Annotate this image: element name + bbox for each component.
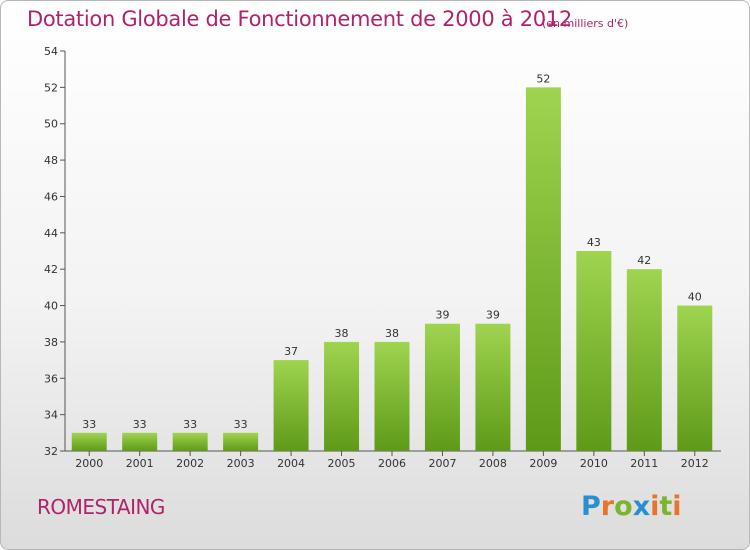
- bar: [273, 360, 309, 451]
- bar: [71, 432, 107, 451]
- x-tick-label: 2007: [428, 457, 456, 470]
- bar: [374, 341, 410, 451]
- bar: [576, 251, 612, 451]
- y-tick-label: 52: [44, 81, 58, 94]
- x-tick-label: 2010: [580, 457, 608, 470]
- x-tick-label: 2012: [681, 457, 709, 470]
- x-tick-label: 2001: [126, 457, 154, 470]
- x-tick-label: 2004: [277, 457, 305, 470]
- bar: [525, 87, 561, 451]
- y-tick-label: 38: [44, 336, 58, 349]
- bar: [475, 323, 511, 451]
- bar: [172, 432, 208, 451]
- data-label: 38: [385, 327, 399, 340]
- y-tick-label: 44: [44, 227, 58, 240]
- y-tick-label: 48: [44, 154, 58, 167]
- commune-name: ROMESTAING: [37, 495, 165, 519]
- data-label: 52: [536, 72, 550, 85]
- data-label: 33: [133, 418, 147, 431]
- bar: [424, 323, 460, 451]
- y-tick-label: 40: [44, 300, 58, 313]
- logo-letter: P: [581, 491, 601, 522]
- y-tick-label: 50: [44, 118, 58, 131]
- data-label: 43: [587, 236, 601, 249]
- data-label: 33: [234, 418, 248, 431]
- x-tick-label: 2003: [227, 457, 255, 470]
- logo-letter: t: [659, 491, 673, 522]
- chart-subtitle: (en milliers d'€): [542, 17, 629, 30]
- y-tick-label: 42: [44, 263, 58, 276]
- logo-letter: x: [632, 491, 651, 522]
- y-tick-label: 46: [44, 190, 58, 203]
- data-label: 40: [688, 291, 702, 304]
- x-tick-label: 2008: [479, 457, 507, 470]
- x-tick-label: 2009: [529, 457, 557, 470]
- bar: [677, 305, 713, 451]
- x-tick-label: 2011: [630, 457, 658, 470]
- data-label: 39: [435, 309, 449, 322]
- x-tick-label: 2002: [176, 457, 204, 470]
- x-tick-label: 2006: [378, 457, 406, 470]
- bar: [626, 269, 662, 451]
- logo-letter: i: [672, 491, 682, 522]
- x-tick-label: 2005: [328, 457, 356, 470]
- logo-letter: i: [650, 491, 660, 522]
- logo-letter: r: [600, 491, 615, 522]
- data-label: 33: [183, 418, 197, 431]
- x-tick-label: 2000: [75, 457, 103, 470]
- bar: [324, 341, 360, 451]
- data-label: 38: [335, 327, 349, 340]
- data-label: 39: [486, 309, 500, 322]
- bar: [223, 432, 259, 451]
- data-label: 37: [284, 345, 298, 358]
- y-tick-label: 32: [44, 445, 58, 458]
- data-label: 33: [82, 418, 96, 431]
- proxiti-logo: Proxiti: [581, 491, 682, 522]
- y-tick-label: 36: [44, 372, 58, 385]
- data-label: 42: [637, 254, 651, 267]
- bar: [122, 432, 158, 451]
- logo-letter: o: [614, 491, 633, 522]
- chart-title: Dotation Globale de Fonctionnement de 20…: [27, 7, 572, 31]
- y-tick-label: 54: [44, 45, 58, 58]
- y-tick-label: 34: [44, 409, 58, 422]
